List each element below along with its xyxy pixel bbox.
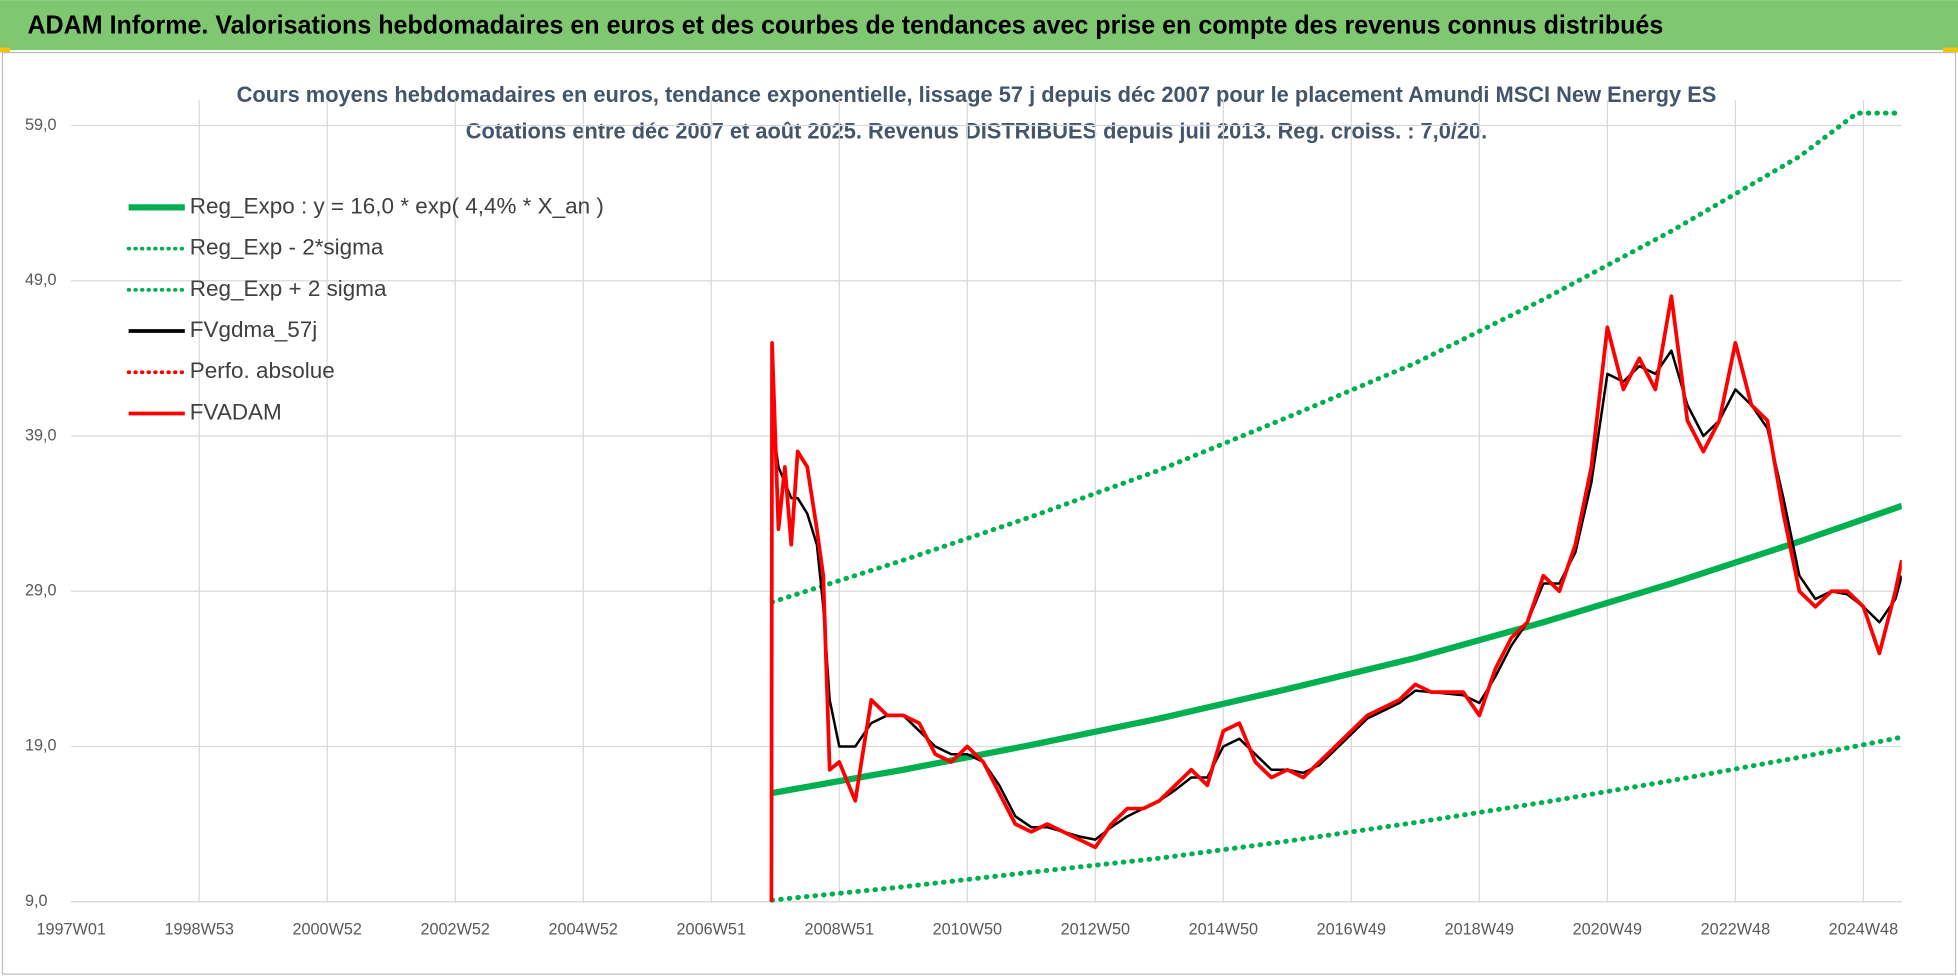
series-line (769, 110, 1902, 605)
legend: Reg_Expo : y = 16,0 * exp( 4,4% * X_an )… (126, 193, 604, 424)
y-tick-label: 9,0 (25, 892, 48, 910)
x-tick-label: 1997W01 (36, 921, 105, 939)
y-tick-label: 39,0 (25, 426, 57, 444)
corner-mark (1943, 47, 1958, 53)
x-tick-label: 2014W50 (1189, 921, 1258, 939)
series-line (769, 734, 1902, 903)
legend-label: Reg_Expo : y = 16,0 * exp( 4,4% * X_an ) (190, 193, 604, 218)
grid: 9,0 19,0 29,0 39,0 49,0 59,0 1997W01 1998W53 200… (25, 100, 1902, 939)
x-tick-label: 2024W48 (1829, 921, 1898, 939)
legend-label: Reg_Exp - 2*sigma (190, 235, 384, 260)
y-tick-label: 59,0 (25, 116, 57, 134)
legend-label: Reg_Exp + 2 sigma (190, 276, 387, 301)
chart-subtitle: Cotations entre déc 2007 et août 2025. R… (466, 118, 1487, 143)
x-tick-label: 2016W49 (1317, 921, 1386, 939)
x-tick-label: 2012W50 (1061, 921, 1130, 939)
series-line (769, 294, 1902, 902)
y-tick-label: 19,0 (25, 737, 57, 755)
corner-mark (0, 47, 10, 53)
legend-label: Perfo. absolue (190, 358, 335, 383)
x-tick-label: 1998W53 (164, 921, 233, 939)
legend-label: FVADAM (190, 399, 282, 424)
x-tick-label: 2000W52 (292, 921, 361, 939)
chart-frame (1, 51, 1957, 975)
header-bar (0, 0, 1958, 51)
x-tick-label: 2020W49 (1573, 921, 1642, 939)
x-tick-label: 2022W48 (1701, 921, 1770, 939)
series-line (771, 502, 1902, 797)
y-tick-label: 29,0 (25, 582, 57, 600)
x-tick-label: 2004W52 (549, 921, 618, 939)
header-title: ADAM Informe. Valorisations hebdomadaire… (27, 9, 1663, 39)
plot-area (769, 110, 1902, 903)
x-tick-label: 2002W52 (421, 921, 490, 939)
y-tick-label: 49,0 (25, 271, 57, 289)
legend-label: FVgdma_57j (190, 317, 317, 342)
x-tick-label: 2006W51 (677, 921, 746, 939)
chart-title: Cours moyens hebdomadaires en euros, ten… (237, 82, 1717, 107)
x-tick-label: 2008W51 (805, 921, 874, 939)
x-tick-label: 2010W50 (933, 921, 1002, 939)
x-tick-label: 2018W49 (1445, 921, 1514, 939)
